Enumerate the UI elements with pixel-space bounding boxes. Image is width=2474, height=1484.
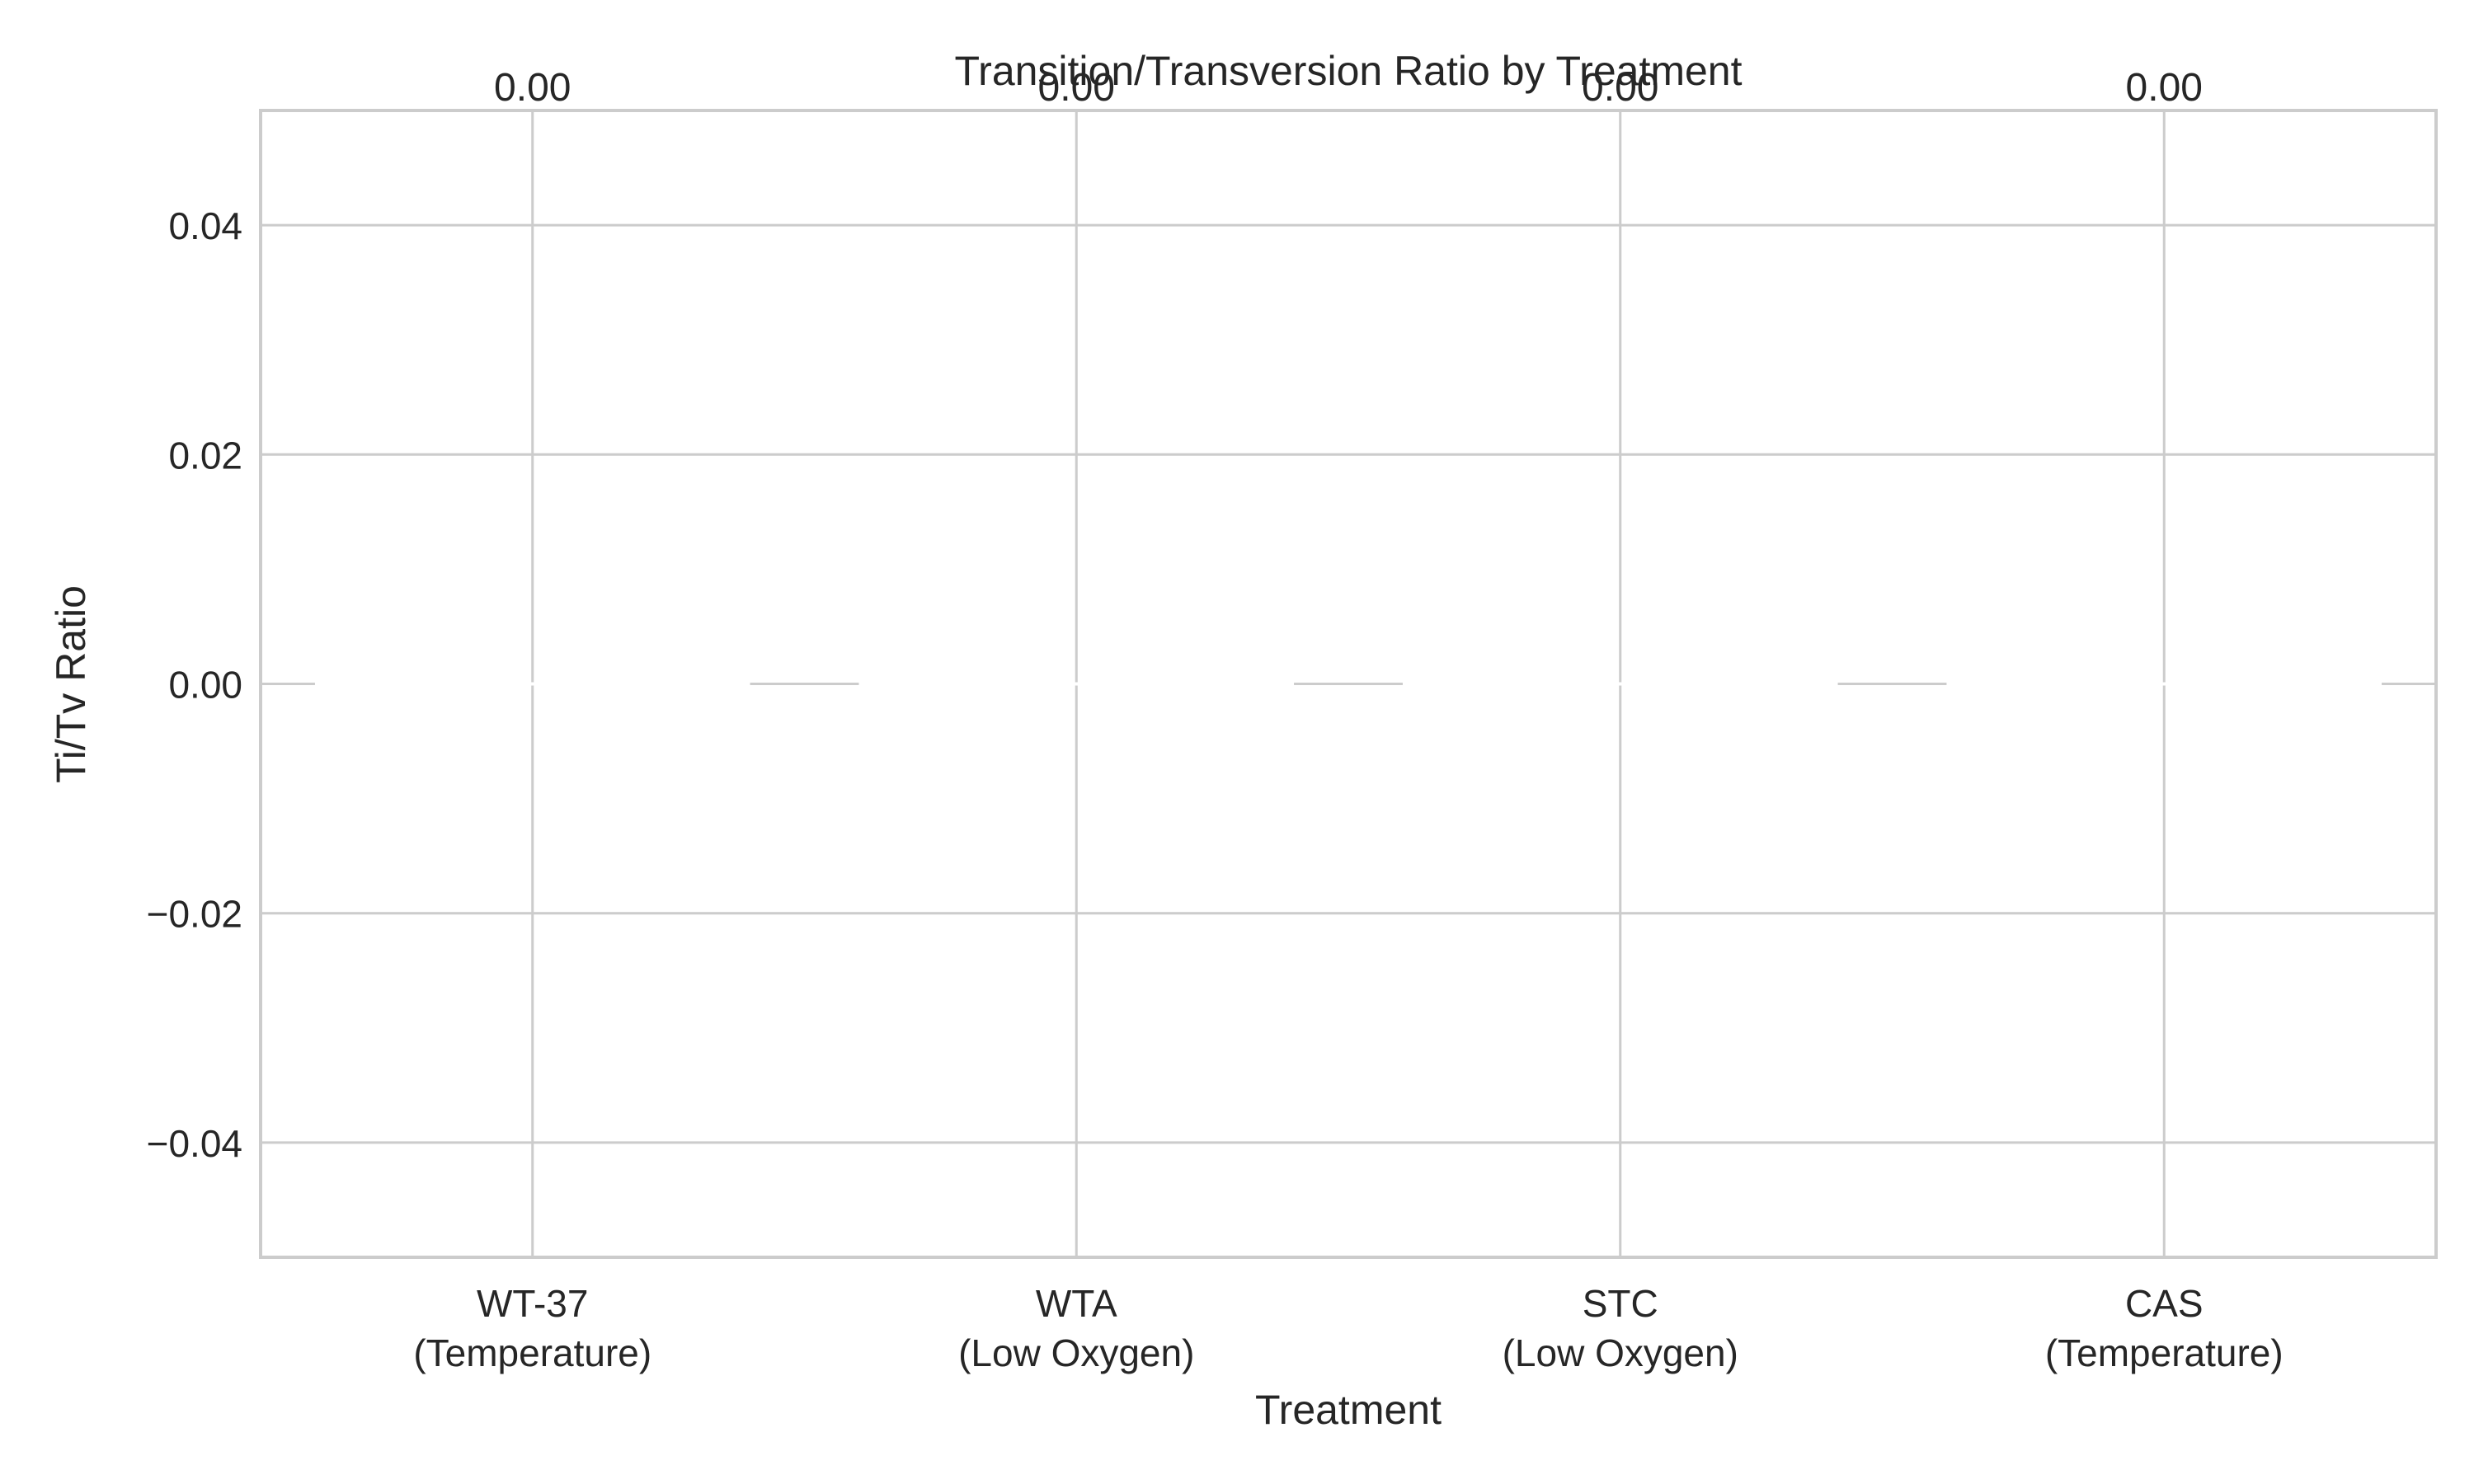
y-tick-label: −0.02 [147,893,242,936]
bar-value-label: 0.00 [1582,66,1658,110]
y-axis-label: Ti/Tv Ratio [48,585,94,783]
bar-value-label: 0.00 [1038,66,1115,110]
chart-title: Transition/Transversion Ratio by Treatme… [954,48,1742,94]
bar [314,682,750,686]
x-tick-label: STC (Low Oxygen) [1503,1282,1738,1374]
x-axis-label: Treatment [1255,1387,1442,1433]
x-tick-label: WTA (Low Oxygen) [958,1282,1194,1374]
x-tick-labels: WT-37 (Temperature) WTA (Low Oxygen) STC (Low… [413,1282,2283,1374]
x-tick-label: CAS (Temperature) [2045,1282,2284,1374]
bar-value-label: 0.00 [2126,66,2203,110]
x-tick-label: WT-37 (Temperature) [413,1282,651,1374]
bar [1402,682,1838,686]
y-tick-label: 0.04 [168,204,242,247]
bars [314,682,2382,686]
bar-value-label: 0.00 [494,66,571,110]
plot-frame [259,109,2438,1259]
y-tick-label: 0.02 [168,434,242,477]
y-tick-label: −0.04 [147,1122,242,1165]
bar [1946,682,2382,686]
bar-value-labels: 0.00 0.00 0.00 0.00 [494,66,2203,110]
y-tick-labels: −0.04 −0.02 0.00 0.02 0.04 [147,204,242,1165]
y-tick-label: 0.00 [168,664,242,707]
bar [858,682,1295,686]
